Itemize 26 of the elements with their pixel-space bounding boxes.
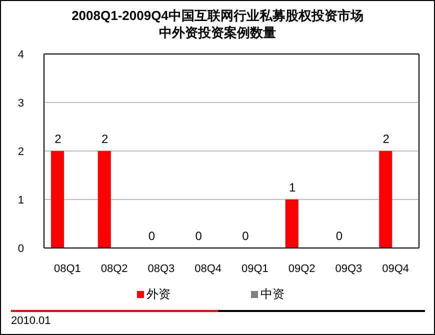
y-tick-label: 0 — [18, 242, 24, 255]
chart-title: 2008Q1-2009Q4中国互联网行业私募股权投资市场 — [70, 7, 364, 24]
x-tick-label: 08Q1 — [54, 262, 81, 275]
x-tick-label: 08Q4 — [194, 262, 222, 275]
data-label: 0 — [336, 229, 343, 243]
x-tick-label: 09Q4 — [382, 262, 410, 275]
x-tick-label: 08Q2 — [100, 262, 128, 275]
data-label: 1 — [288, 180, 296, 194]
y-tick-label: 1 — [18, 194, 24, 206]
data-label: 2 — [101, 132, 108, 146]
x-tick-label: 09Q2 — [288, 262, 316, 275]
legend-label: 中资 — [260, 286, 284, 303]
y-tick-label: 4 — [18, 48, 24, 61]
chart-subtitle: 中外资投资案例数量 — [158, 24, 277, 41]
x-tick-label: 08Q3 — [148, 262, 175, 275]
data-label: 0 — [195, 229, 202, 243]
data-label: 0 — [148, 229, 156, 243]
data-label: 0 — [242, 229, 250, 243]
x-tick-label: 09Q3 — [335, 262, 362, 275]
data-label: 2 — [382, 132, 390, 146]
y-tick-label: 3 — [18, 97, 24, 110]
data-label: 2 — [54, 132, 62, 146]
legend-label: 外资 — [146, 286, 170, 303]
text: 2010.01 — [11, 315, 51, 327]
y-tick-label: 2 — [18, 146, 24, 158]
x-tick-label: 09Q1 — [241, 262, 268, 275]
